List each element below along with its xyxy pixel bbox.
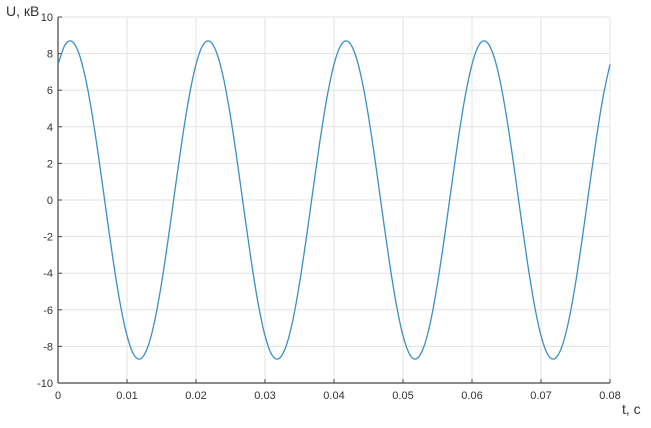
y-tick-label: -2 — [43, 232, 53, 244]
y-tick-label: 6 — [47, 85, 53, 97]
x-tick-label: 0.03 — [254, 390, 275, 402]
y-tick-label: 0 — [47, 195, 53, 207]
x-tick-label: 0.07 — [530, 390, 551, 402]
y-tick-label: 4 — [47, 122, 53, 134]
y-tick-label: -4 — [43, 268, 53, 280]
x-tick-label: 0.06 — [461, 390, 482, 402]
y-tick-label: -6 — [43, 305, 53, 317]
y-axis-label: U, кВ — [6, 3, 39, 19]
y-tick-label: 2 — [47, 158, 53, 170]
y-tick-label: 8 — [47, 49, 53, 61]
x-tick-label: 0.04 — [323, 390, 344, 402]
x-tick-label: 0.02 — [185, 390, 206, 402]
axes — [57, 16, 611, 384]
y-tick-label: 10 — [41, 12, 53, 24]
x-tick-label: 0.05 — [392, 390, 413, 402]
grid — [57, 16, 611, 384]
x-tick-label: 0 — [55, 390, 61, 402]
y-tick-label: -8 — [43, 341, 53, 353]
x-tick-label: 0.01 — [116, 390, 137, 402]
x-axis-label: t, c — [622, 401, 641, 417]
x-tick-label: 0.08 — [599, 390, 620, 402]
tick-labels: 0 0.01 0.02 0.03 0.04 0.05 0.06 0.07 0.08 10 8 6 4 2 0… — [37, 12, 621, 402]
y-tick-label: -10 — [37, 378, 53, 390]
series-line — [57, 40, 611, 360]
